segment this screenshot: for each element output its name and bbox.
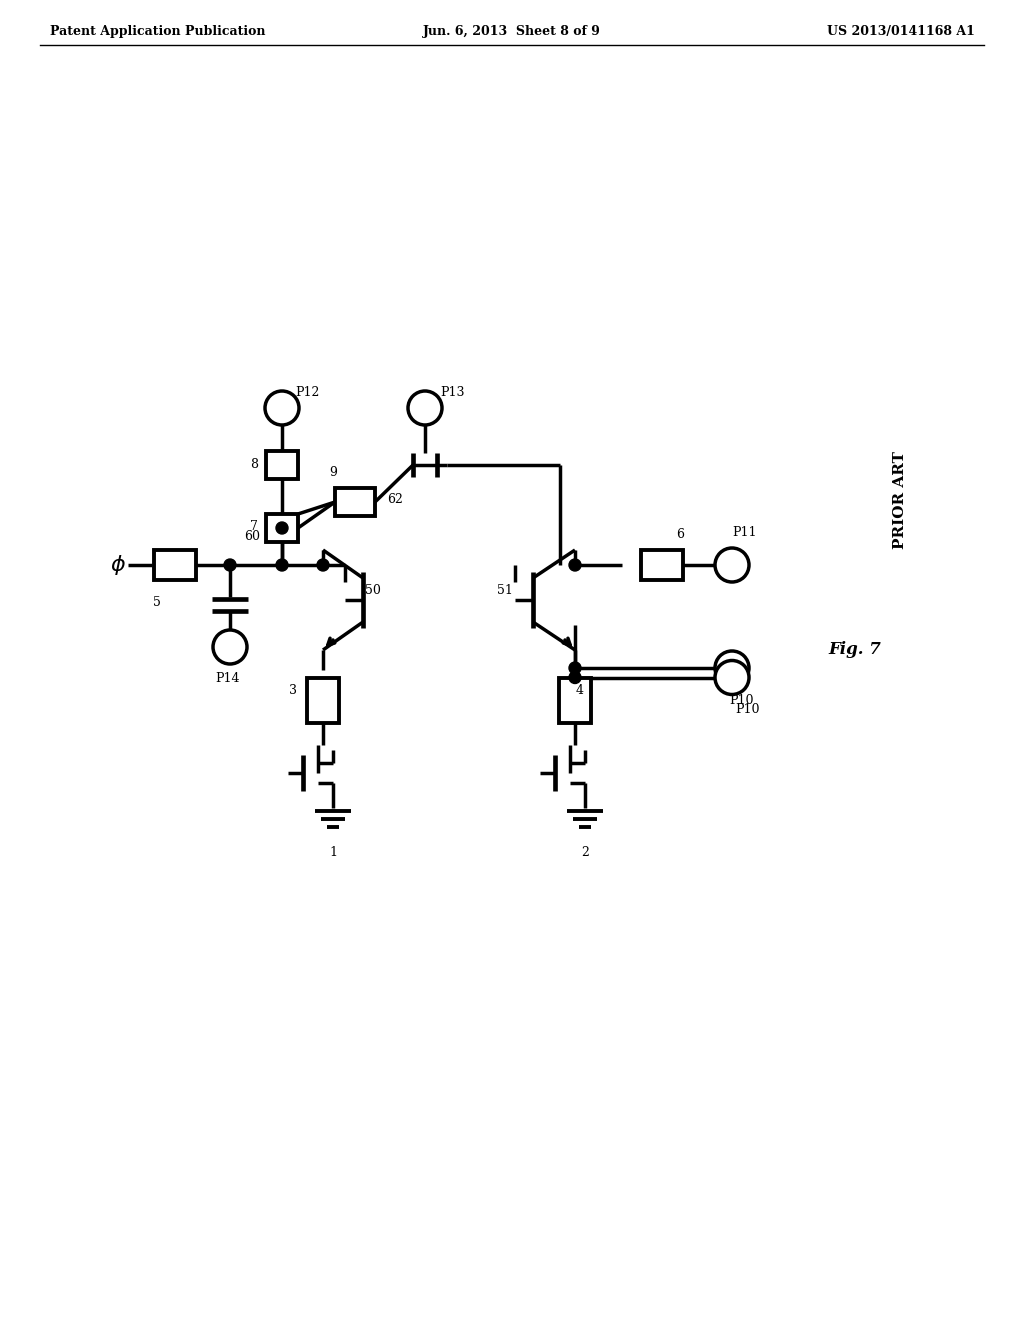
Circle shape (715, 660, 749, 694)
Text: P13: P13 (440, 387, 465, 400)
Text: 2: 2 (581, 846, 589, 859)
Text: 4: 4 (575, 684, 584, 697)
Text: 6: 6 (676, 528, 684, 541)
Circle shape (569, 663, 581, 675)
Circle shape (569, 672, 581, 684)
Text: 50: 50 (366, 583, 381, 597)
Circle shape (569, 558, 581, 572)
Text: 9: 9 (329, 466, 337, 479)
Text: 8: 8 (250, 458, 258, 471)
Text: US 2013/0141168 A1: US 2013/0141168 A1 (827, 25, 975, 38)
Text: Jun. 6, 2013  Sheet 8 of 9: Jun. 6, 2013 Sheet 8 of 9 (423, 25, 601, 38)
Text: 51: 51 (497, 583, 513, 597)
Circle shape (224, 558, 236, 572)
Text: Patent Application Publication: Patent Application Publication (50, 25, 265, 38)
Text: P14: P14 (216, 672, 241, 685)
Bar (266, 451, 298, 479)
Text: P11: P11 (733, 527, 758, 540)
Text: P10: P10 (730, 693, 755, 706)
Circle shape (265, 391, 299, 425)
Circle shape (276, 558, 288, 572)
Circle shape (317, 558, 329, 572)
Text: P10: P10 (736, 704, 760, 715)
Circle shape (213, 630, 247, 664)
Text: 60: 60 (244, 531, 260, 544)
Text: $\phi$: $\phi$ (110, 553, 126, 577)
Text: 5: 5 (153, 597, 161, 610)
Text: 3: 3 (289, 684, 297, 697)
Text: P12: P12 (295, 387, 319, 400)
Text: Fig. 7: Fig. 7 (828, 642, 882, 659)
Circle shape (715, 651, 749, 685)
Text: 1: 1 (329, 846, 337, 859)
Text: 62: 62 (387, 494, 402, 507)
Bar (266, 513, 298, 543)
Text: 7: 7 (250, 520, 258, 532)
Bar (154, 550, 196, 579)
Bar (641, 550, 683, 579)
Bar (307, 677, 339, 722)
Bar (335, 488, 375, 516)
Circle shape (408, 391, 442, 425)
Bar (559, 677, 591, 722)
Circle shape (715, 548, 749, 582)
Text: PRIOR ART: PRIOR ART (893, 451, 907, 549)
Circle shape (276, 521, 288, 535)
